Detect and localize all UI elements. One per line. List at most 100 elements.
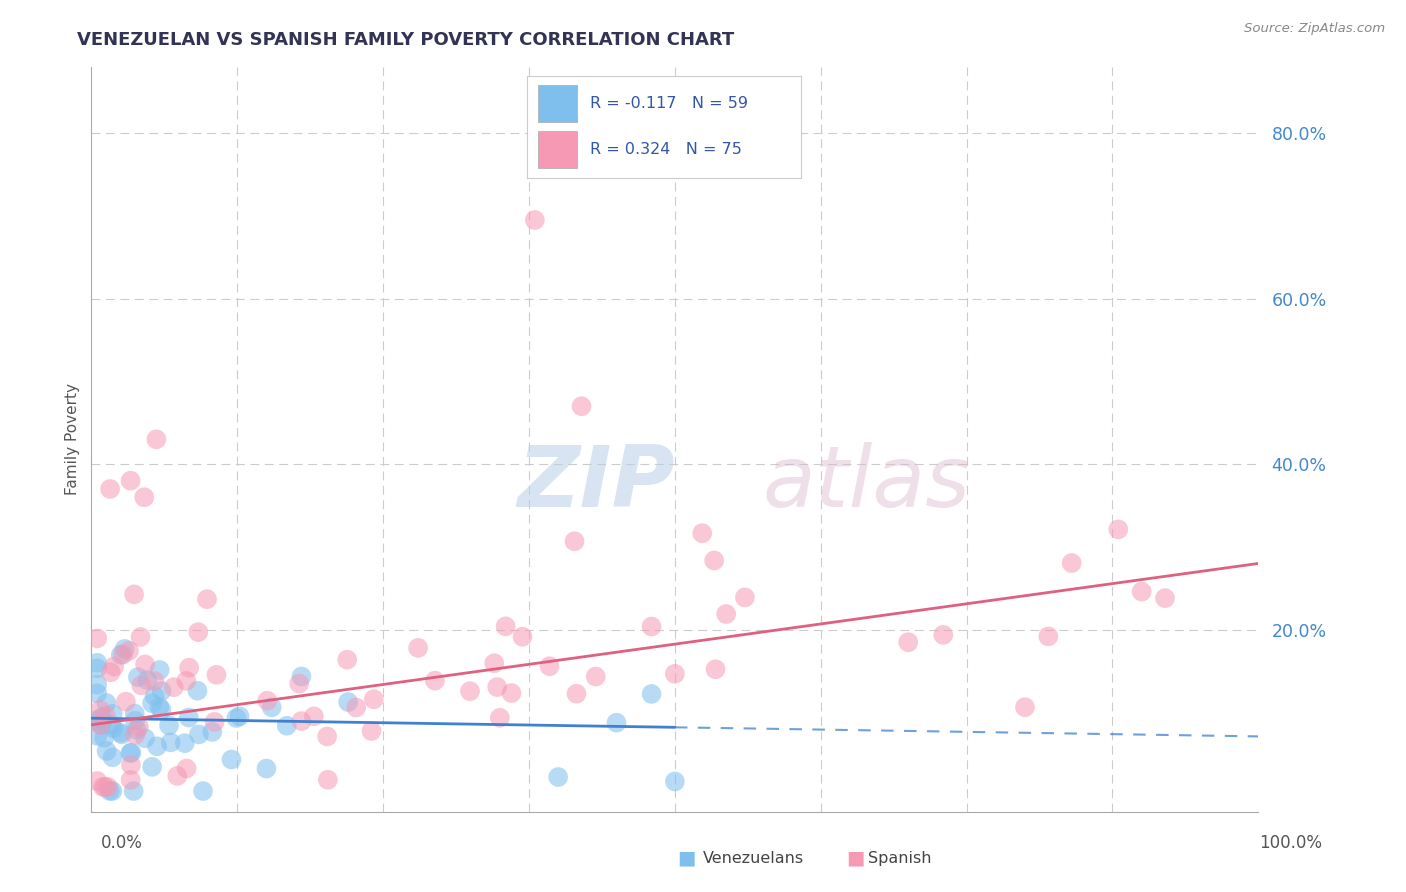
Point xyxy=(423,673,446,688)
Text: ZIP: ZIP xyxy=(517,442,675,525)
Point xyxy=(127,670,149,684)
Point xyxy=(89,703,111,717)
Point xyxy=(101,784,124,798)
Point xyxy=(523,213,546,227)
Point xyxy=(564,534,586,549)
Point xyxy=(94,708,117,723)
Point xyxy=(124,714,146,728)
Point xyxy=(191,784,214,798)
Point xyxy=(134,490,156,504)
Point xyxy=(256,693,278,707)
Point xyxy=(86,774,108,789)
Point xyxy=(120,746,142,760)
Point xyxy=(337,695,360,709)
Point xyxy=(146,739,169,754)
Point xyxy=(115,695,138,709)
Point xyxy=(187,727,209,741)
Point xyxy=(177,710,200,724)
Text: Source: ZipAtlas.com: Source: ZipAtlas.com xyxy=(1244,22,1385,36)
Point xyxy=(86,713,108,727)
Point xyxy=(703,553,725,567)
Point xyxy=(186,683,208,698)
Text: ■: ■ xyxy=(678,848,696,868)
Point xyxy=(1107,522,1129,536)
Text: Venezuelans: Venezuelans xyxy=(703,851,804,865)
Point xyxy=(290,714,312,728)
Point xyxy=(176,761,198,775)
Point xyxy=(225,711,247,725)
Point xyxy=(111,648,134,662)
Point xyxy=(276,719,298,733)
Point xyxy=(316,730,339,744)
Point xyxy=(86,729,108,743)
Point xyxy=(1060,556,1083,570)
Point xyxy=(157,718,180,732)
Point xyxy=(173,736,195,750)
Point xyxy=(187,625,209,640)
Point xyxy=(145,432,167,446)
Point xyxy=(204,714,226,729)
Point xyxy=(120,772,142,787)
Point xyxy=(1154,591,1177,606)
Point xyxy=(98,784,121,798)
Point xyxy=(120,746,142,760)
Point xyxy=(565,687,588,701)
Point xyxy=(486,680,509,694)
Point xyxy=(163,680,186,694)
Point xyxy=(141,696,163,710)
Point xyxy=(585,669,607,683)
Point xyxy=(124,728,146,742)
Point xyxy=(159,735,181,749)
Point xyxy=(260,700,283,714)
Point xyxy=(1014,700,1036,714)
Text: 0.0%: 0.0% xyxy=(101,834,143,852)
Text: VENEZUELAN VS SPANISH FAMILY POVERTY CORRELATION CHART: VENEZUELAN VS SPANISH FAMILY POVERTY COR… xyxy=(77,31,734,49)
Point xyxy=(86,686,108,700)
Point xyxy=(205,668,228,682)
Point xyxy=(111,727,134,741)
Point xyxy=(547,770,569,784)
Point xyxy=(96,744,118,758)
Point xyxy=(150,684,173,698)
Point xyxy=(690,526,713,541)
Point xyxy=(484,657,506,671)
Point xyxy=(704,662,727,676)
Point xyxy=(100,665,122,680)
Point xyxy=(1130,584,1153,599)
Point xyxy=(86,632,108,646)
Text: R = -0.117   N = 59: R = -0.117 N = 59 xyxy=(591,96,748,111)
Point xyxy=(96,696,118,710)
Point xyxy=(125,723,148,737)
Point xyxy=(316,772,339,787)
Point xyxy=(495,619,517,633)
Point xyxy=(86,656,108,670)
Point xyxy=(302,709,325,723)
Bar xyxy=(538,85,576,122)
Text: R = 0.324   N = 75: R = 0.324 N = 75 xyxy=(591,142,742,157)
Point xyxy=(128,720,150,734)
Text: Spanish: Spanish xyxy=(868,851,931,865)
Point xyxy=(143,673,166,688)
Point xyxy=(90,710,112,724)
Point xyxy=(103,659,125,673)
Point xyxy=(174,673,197,688)
Point xyxy=(98,482,121,496)
Point xyxy=(110,648,132,662)
Bar xyxy=(538,131,576,168)
Point xyxy=(290,669,312,683)
Point xyxy=(501,686,523,700)
Point xyxy=(221,752,243,766)
Point xyxy=(406,640,429,655)
Point xyxy=(114,641,136,656)
Point xyxy=(86,661,108,675)
Point xyxy=(90,716,112,731)
Point xyxy=(512,630,534,644)
Point xyxy=(129,678,152,692)
Point xyxy=(360,723,382,738)
Point xyxy=(118,643,141,657)
Point xyxy=(122,784,145,798)
Point xyxy=(344,700,367,714)
Text: 100.0%: 100.0% xyxy=(1258,834,1322,852)
Point xyxy=(86,677,108,691)
Point xyxy=(143,689,166,703)
